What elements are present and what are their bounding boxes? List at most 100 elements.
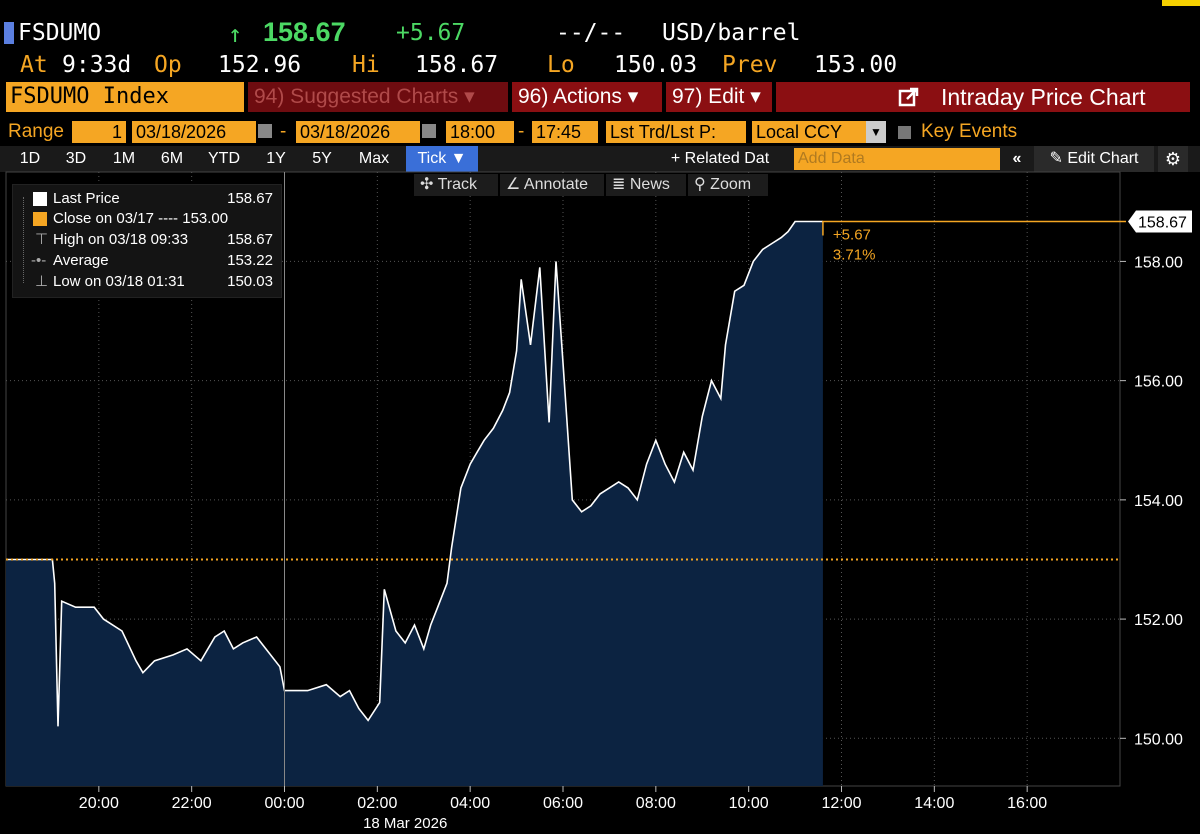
range-bar: Range 1 03/18/2026 - 03/18/2026 18:00 - … <box>0 118 1200 146</box>
tab-1y[interactable]: 1Y <box>266 150 286 167</box>
legend-value: 153.22 <box>227 252 273 269</box>
edit-menu[interactable]: 97) Edit ▾ <box>666 82 772 112</box>
x-tick-label: 22:00 <box>172 795 212 812</box>
x-tick-label: 20:00 <box>79 795 119 812</box>
menu-bar: FSDUMO Index 94) Suggested Charts ▾ 96) … <box>0 80 1200 114</box>
magnifier-icon: ⚲ <box>694 176 706 193</box>
tab-1m[interactable]: 1M <box>112 150 136 167</box>
open-label: Op <box>154 52 182 78</box>
end-calendar-icon[interactable] <box>422 124 436 138</box>
chart-toolbar: ✣ Track ∠ Annotate ≣ News ⚲ Zoom <box>0 172 1200 198</box>
zoom-label: Zoom <box>710 176 752 193</box>
quote-stats: At 9:33d Op 152.96 Hi 158.67 Lo 150.03 P… <box>0 48 1200 80</box>
tab-3d[interactable]: 3D <box>65 150 87 167</box>
legend-low[interactable]: ⊥ Low on 03/18 01:31 150.03 <box>13 272 281 292</box>
tab-ytd[interactable]: YTD <box>208 150 240 167</box>
edit-chart-label: Edit Chart <box>1067 150 1139 167</box>
range-label: Range <box>8 121 64 142</box>
crosshair-icon: ✣ <box>420 176 434 193</box>
last-price-tag-label: 158.67 <box>1138 214 1187 231</box>
legend-high[interactable]: ⊤ High on 03/18 09:33 158.67 <box>13 230 281 250</box>
tab-5y[interactable]: 5Y <box>312 150 332 167</box>
legend-average[interactable]: -•- Average 153.22 <box>13 251 281 271</box>
average-marker-icon: -•- <box>31 252 47 269</box>
legend-swatch-amber <box>33 212 47 226</box>
at-label: At <box>20 52 48 78</box>
low-value: 150.03 <box>614 52 698 78</box>
legend-label: Low on 03/18 01:31 <box>53 273 185 290</box>
start-date-input[interactable]: 03/18/2026 <box>132 121 256 143</box>
legend-value: 150.03 <box>227 273 273 290</box>
end-date-input[interactable]: 03/18/2026 <box>296 121 420 143</box>
prev-label: Prev <box>722 52 778 78</box>
pct-annotation: 3.71% <box>833 246 876 263</box>
collapse-icon[interactable]: « <box>1012 150 1022 167</box>
y-tick-label: 156.00 <box>1134 374 1183 391</box>
gear-icon[interactable]: ⚙ <box>1158 146 1188 172</box>
key-events-checkbox[interactable] <box>898 126 911 139</box>
x-tick-label: 16:00 <box>1007 795 1047 812</box>
x-tick-label: 04:00 <box>450 795 490 812</box>
external-link-icon[interactable] <box>898 86 920 108</box>
add-data-placeholder: Add Data <box>798 150 865 167</box>
actions-menu[interactable]: 96) Actions ▾ <box>512 82 662 112</box>
ticker-label: FSDUMO <box>18 20 102 46</box>
x-date-label: 18 Mar 2026 <box>363 815 447 832</box>
suggested-charts-menu[interactable]: 94) Suggested Charts ▾ <box>248 82 508 112</box>
legend-label: High on 03/18 09:33 <box>53 231 189 248</box>
date-separator: - <box>280 121 287 142</box>
key-events-label: Key Events <box>921 121 1018 142</box>
x-tick-label: 00:00 <box>264 795 304 812</box>
edit-chart-button[interactable]: ✎ Edit Chart <box>1034 146 1154 172</box>
suggested-charts-label: 94) Suggested Charts ▾ <box>254 85 475 108</box>
legend-last-price[interactable]: Last Price 158.67 <box>13 189 281 209</box>
price-chart[interactable]: +5.67 3.71% 150.00 152.00 154.00 156.00 158.00… <box>0 170 1200 834</box>
unit-label: USD/barrel <box>662 20 801 46</box>
prev-value: 153.00 <box>814 52 898 78</box>
last-price-leader <box>822 220 1126 236</box>
x-tick-label: 08:00 <box>636 795 676 812</box>
range-number-input[interactable]: 1 <box>72 121 126 143</box>
tab-tick[interactable]: Tick ▼ <box>406 146 478 172</box>
tab-1d[interactable]: 1D <box>19 150 41 167</box>
high-marker-icon: ⊤ <box>35 231 49 248</box>
tab-max[interactable]: Max <box>358 150 390 167</box>
zoom-button[interactable]: ⚲ Zoom <box>688 174 768 196</box>
related-data-button[interactable]: + Related Dat <box>670 150 770 167</box>
x-tick-label: 10:00 <box>729 795 769 812</box>
quote-header: FSDUMO ↑ 158.67 +5.67 --/-- USD/barrel <box>0 0 1200 48</box>
legend-close[interactable]: Close on 03/17 ---- 153.00 <box>13 209 281 229</box>
up-arrow-icon: ↑ <box>228 20 243 48</box>
security-field[interactable]: FSDUMO Index <box>6 82 244 112</box>
legend-label: Close on 03/17 ---- 153.00 <box>53 210 229 227</box>
end-time-input[interactable]: 17:45 <box>532 121 598 143</box>
legend-label: Average <box>53 252 109 269</box>
legend-value: 158.67 <box>227 190 273 207</box>
chevron-down-icon[interactable]: ▼ <box>866 121 886 143</box>
annotate-button[interactable]: ∠ Annotate <box>500 174 604 196</box>
net-change: +5.67 <box>396 20 466 46</box>
news-icon: ≣ <box>612 176 626 193</box>
legend-tree-line <box>23 197 24 283</box>
currency-select[interactable]: Local CCY <box>752 121 866 143</box>
time-separator: - <box>518 121 525 142</box>
track-label: Track <box>437 176 477 193</box>
x-tick-label: 02:00 <box>357 795 397 812</box>
start-calendar-icon[interactable] <box>258 124 272 138</box>
tab-6m[interactable]: 6M <box>160 150 184 167</box>
y-tick-label: 150.00 <box>1134 731 1183 748</box>
title-bar: Intraday Price Chart <box>776 82 1190 112</box>
last-trade-select[interactable]: Lst Trd/Lst P: <box>606 121 746 143</box>
x-tick-label: 06:00 <box>543 795 583 812</box>
start-time-input[interactable]: 18:00 <box>446 121 514 143</box>
track-button[interactable]: ✣ Track <box>414 174 498 196</box>
add-data-input[interactable]: Add Data <box>794 148 1000 170</box>
corner-marker <box>1162 0 1200 6</box>
open-value: 152.96 <box>218 52 302 78</box>
legend-label: Last Price <box>53 190 120 207</box>
low-label: Lo <box>547 52 575 78</box>
x-tick-label: 12:00 <box>821 795 861 812</box>
news-button[interactable]: ≣ News <box>606 174 686 196</box>
at-time: 9:33d <box>62 52 132 78</box>
period-tabs: 1D 3D 1M 6M YTD 1Y 5Y Max Tick ▼ + Relat… <box>0 146 1200 172</box>
